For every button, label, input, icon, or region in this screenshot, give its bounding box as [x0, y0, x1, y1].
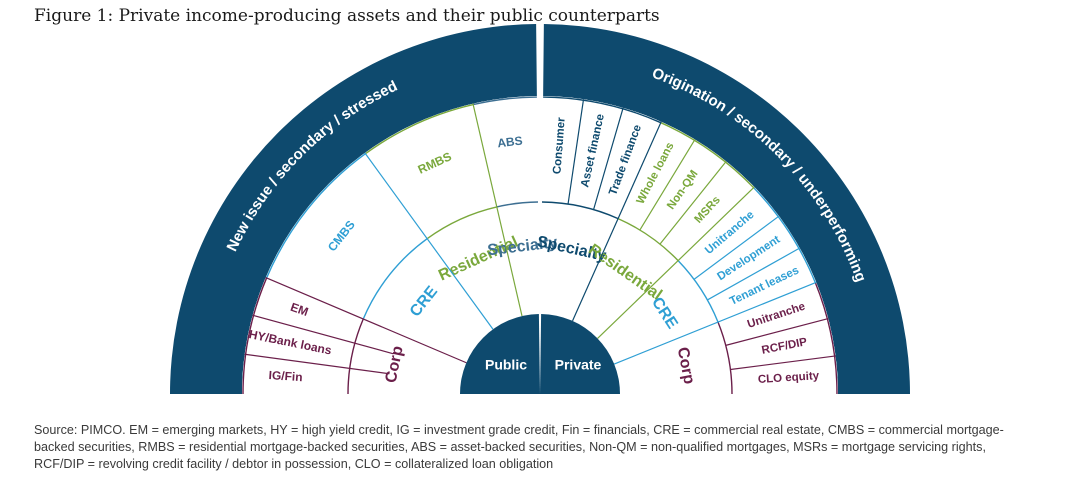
- public-hub: [460, 314, 540, 394]
- right-item-divider: [659, 160, 727, 245]
- left-residential-outer-arc: [365, 103, 474, 155]
- right-cre-inner-arc: [677, 260, 719, 323]
- left-corp-divider: [252, 314, 394, 355]
- right-residential-inner-arc: [617, 217, 679, 262]
- right-corp-label: Corp: [674, 346, 698, 386]
- left-category-divider: [265, 277, 467, 364]
- right-outer-band: [543, 24, 910, 394]
- right-specialty-inner-arc: [542, 201, 619, 220]
- left-corp-inner-arc: [347, 318, 364, 395]
- right-item-divider: [567, 99, 585, 205]
- right-item-divider: [730, 355, 836, 371]
- private-label: Private: [555, 357, 602, 373]
- left-corp-item: EM: [289, 300, 311, 319]
- left-specialty-outer-arc: [473, 96, 537, 106]
- left-residential-inner-arc: [426, 206, 497, 240]
- source-note: Source: PIMCO. EM = emerging markets, HY…: [34, 423, 1004, 471]
- left-outer-band: [170, 24, 537, 394]
- figure-title: Figure 1: Private income-producing asset…: [34, 6, 660, 26]
- left-corp-item: IG/Fin: [268, 368, 303, 384]
- right-category-divider: [613, 281, 817, 365]
- right-residential-outer-arc: [660, 122, 755, 189]
- left-category-divider: [364, 152, 494, 330]
- left-specialty-item: ABS: [497, 134, 524, 151]
- right-category-divider: [597, 186, 755, 339]
- right-specialty-outer-arc: [543, 96, 662, 124]
- left-corp-divider: [244, 353, 390, 375]
- left-cre-inner-arc: [362, 238, 428, 320]
- right-item-divider: [725, 317, 829, 346]
- private-hub: [540, 314, 620, 394]
- right-corp-inner-arc: [717, 321, 733, 395]
- right-category-divider: [571, 121, 662, 322]
- right-corp-outer-arc: [814, 282, 838, 395]
- public-label: Public: [485, 357, 527, 373]
- right-cre-outer-arc: [753, 187, 817, 284]
- right-item-divider: [693, 215, 780, 280]
- right-item-divider: [639, 139, 696, 231]
- left-category-divider: [472, 103, 523, 317]
- left-corp-outer-arc: [242, 277, 268, 395]
- right-specialty-item: Consumer: [551, 116, 567, 174]
- right-corp-item: CLO equity: [757, 370, 820, 386]
- right-item-divider: [592, 107, 624, 210]
- left-cre-outer-arc: [265, 153, 366, 279]
- asset-fan-diagram: New issue / secondary / stressedOriginat…: [170, 24, 910, 395]
- right-item-divider: [707, 247, 801, 301]
